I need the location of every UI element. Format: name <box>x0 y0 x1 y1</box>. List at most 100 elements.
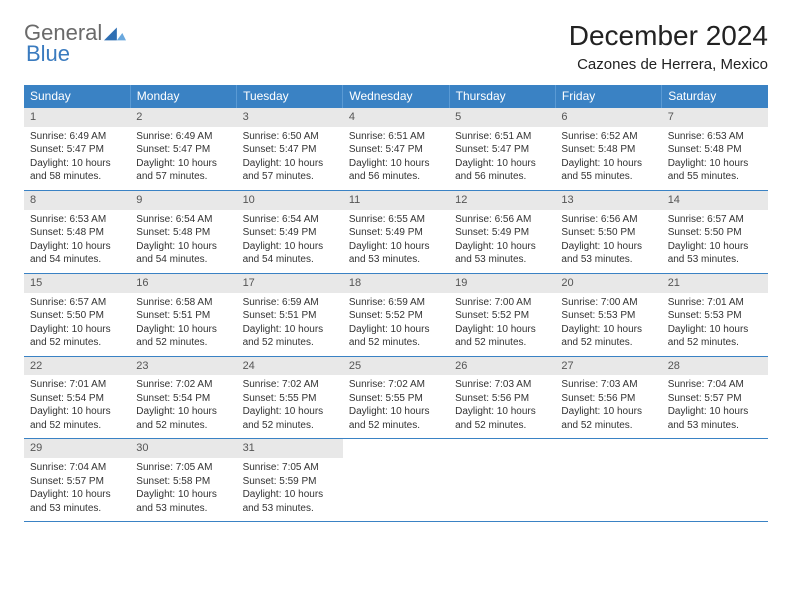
calendar-week-row: 1Sunrise: 6:49 AMSunset: 5:47 PMDaylight… <box>24 108 768 191</box>
weekday-header: Saturday <box>662 85 768 108</box>
sunset-line: Sunset: 5:52 PM <box>455 309 549 323</box>
sunrise-line: Sunrise: 6:56 AM <box>455 213 549 227</box>
sunrise-line: Sunrise: 7:04 AM <box>668 378 762 392</box>
day-details: Sunrise: 7:02 AMSunset: 5:55 PMDaylight:… <box>237 375 343 438</box>
sunrise-line: Sunrise: 7:05 AM <box>136 461 230 475</box>
sunrise-line: Sunrise: 7:03 AM <box>455 378 549 392</box>
calendar-day-cell: 30Sunrise: 7:05 AMSunset: 5:58 PMDayligh… <box>130 439 236 522</box>
calendar-day-cell: 13Sunrise: 6:56 AMSunset: 5:50 PMDayligh… <box>555 190 661 273</box>
brand-mark-icon <box>104 25 126 41</box>
day-details: Sunrise: 7:05 AMSunset: 5:58 PMDaylight:… <box>130 458 236 521</box>
sunrise-line: Sunrise: 6:52 AM <box>561 130 655 144</box>
calendar-day-cell: 17Sunrise: 6:59 AMSunset: 5:51 PMDayligh… <box>237 273 343 356</box>
daylight-line: Daylight: 10 hours and 52 minutes. <box>561 323 655 350</box>
calendar-day-cell: 15Sunrise: 6:57 AMSunset: 5:50 PMDayligh… <box>24 273 130 356</box>
sunset-line: Sunset: 5:56 PM <box>455 392 549 406</box>
day-number: 5 <box>449 108 555 127</box>
daylight-line: Daylight: 10 hours and 54 minutes. <box>30 240 124 267</box>
day-details: Sunrise: 6:56 AMSunset: 5:49 PMDaylight:… <box>449 210 555 273</box>
daylight-line: Daylight: 10 hours and 52 minutes. <box>243 323 337 350</box>
daylight-line: Daylight: 10 hours and 53 minutes. <box>455 240 549 267</box>
sunrise-line: Sunrise: 6:57 AM <box>668 213 762 227</box>
day-details: Sunrise: 6:50 AMSunset: 5:47 PMDaylight:… <box>237 127 343 190</box>
day-number: 1 <box>24 108 130 127</box>
day-number: 7 <box>662 108 768 127</box>
day-number: 24 <box>237 357 343 376</box>
daylight-line: Daylight: 10 hours and 52 minutes. <box>561 405 655 432</box>
day-number: 16 <box>130 274 236 293</box>
calendar-table: Sunday Monday Tuesday Wednesday Thursday… <box>24 85 768 522</box>
calendar-day-cell: 22Sunrise: 7:01 AMSunset: 5:54 PMDayligh… <box>24 356 130 439</box>
day-number: 11 <box>343 191 449 210</box>
daylight-line: Daylight: 10 hours and 55 minutes. <box>561 157 655 184</box>
day-number: 27 <box>555 357 661 376</box>
calendar-day-cell: 24Sunrise: 7:02 AMSunset: 5:55 PMDayligh… <box>237 356 343 439</box>
day-number: 2 <box>130 108 236 127</box>
calendar-day-cell: .. <box>449 439 555 522</box>
calendar-day-cell: 27Sunrise: 7:03 AMSunset: 5:56 PMDayligh… <box>555 356 661 439</box>
day-details: Sunrise: 6:57 AMSunset: 5:50 PMDaylight:… <box>662 210 768 273</box>
daylight-line: Daylight: 10 hours and 52 minutes. <box>668 323 762 350</box>
day-number: 19 <box>449 274 555 293</box>
daylight-line: Daylight: 10 hours and 53 minutes. <box>668 405 762 432</box>
day-number: 3 <box>237 108 343 127</box>
sunset-line: Sunset: 5:48 PM <box>561 143 655 157</box>
daylight-line: Daylight: 10 hours and 52 minutes. <box>349 405 443 432</box>
day-number: 20 <box>555 274 661 293</box>
day-details: Sunrise: 6:54 AMSunset: 5:49 PMDaylight:… <box>237 210 343 273</box>
day-number: 13 <box>555 191 661 210</box>
sunrise-line: Sunrise: 7:01 AM <box>30 378 124 392</box>
daylight-line: Daylight: 10 hours and 52 minutes. <box>349 323 443 350</box>
day-details: Sunrise: 6:58 AMSunset: 5:51 PMDaylight:… <box>130 293 236 356</box>
calendar-week-row: 22Sunrise: 7:01 AMSunset: 5:54 PMDayligh… <box>24 356 768 439</box>
day-details: Sunrise: 7:03 AMSunset: 5:56 PMDaylight:… <box>449 375 555 438</box>
sunrise-line: Sunrise: 6:56 AM <box>561 213 655 227</box>
calendar-day-cell: 7Sunrise: 6:53 AMSunset: 5:48 PMDaylight… <box>662 108 768 191</box>
calendar-day-cell: 8Sunrise: 6:53 AMSunset: 5:48 PMDaylight… <box>24 190 130 273</box>
sunset-line: Sunset: 5:48 PM <box>136 226 230 240</box>
day-details: Sunrise: 7:00 AMSunset: 5:52 PMDaylight:… <box>449 293 555 356</box>
sunrise-line: Sunrise: 7:02 AM <box>136 378 230 392</box>
sunset-line: Sunset: 5:47 PM <box>243 143 337 157</box>
day-details: Sunrise: 7:02 AMSunset: 5:55 PMDaylight:… <box>343 375 449 438</box>
daylight-line: Daylight: 10 hours and 52 minutes. <box>243 405 337 432</box>
calendar-day-cell: 11Sunrise: 6:55 AMSunset: 5:49 PMDayligh… <box>343 190 449 273</box>
daylight-line: Daylight: 10 hours and 52 minutes. <box>136 323 230 350</box>
sunset-line: Sunset: 5:53 PM <box>668 309 762 323</box>
daylight-line: Daylight: 10 hours and 53 minutes. <box>243 488 337 515</box>
sunset-line: Sunset: 5:54 PM <box>30 392 124 406</box>
sunrise-line: Sunrise: 6:51 AM <box>349 130 443 144</box>
calendar-day-cell: 21Sunrise: 7:01 AMSunset: 5:53 PMDayligh… <box>662 273 768 356</box>
sunrise-line: Sunrise: 6:55 AM <box>349 213 443 227</box>
day-number: 25 <box>343 357 449 376</box>
day-number: 10 <box>237 191 343 210</box>
daylight-line: Daylight: 10 hours and 58 minutes. <box>30 157 124 184</box>
day-number: 4 <box>343 108 449 127</box>
day-number: 9 <box>130 191 236 210</box>
day-details: Sunrise: 7:05 AMSunset: 5:59 PMDaylight:… <box>237 458 343 521</box>
day-details: Sunrise: 6:59 AMSunset: 5:52 PMDaylight:… <box>343 293 449 356</box>
month-title: December 2024 <box>569 20 768 52</box>
day-number: 15 <box>24 274 130 293</box>
sunset-line: Sunset: 5:47 PM <box>455 143 549 157</box>
sunrise-line: Sunrise: 6:59 AM <box>243 296 337 310</box>
sunset-line: Sunset: 5:49 PM <box>455 226 549 240</box>
calendar-week-row: 29Sunrise: 7:04 AMSunset: 5:57 PMDayligh… <box>24 439 768 522</box>
daylight-line: Daylight: 10 hours and 57 minutes. <box>136 157 230 184</box>
day-number: 23 <box>130 357 236 376</box>
weekday-header: Thursday <box>449 85 555 108</box>
daylight-line: Daylight: 10 hours and 56 minutes. <box>349 157 443 184</box>
sunset-line: Sunset: 5:53 PM <box>561 309 655 323</box>
daylight-line: Daylight: 10 hours and 53 minutes. <box>349 240 443 267</box>
sunset-line: Sunset: 5:48 PM <box>30 226 124 240</box>
sunrise-line: Sunrise: 7:01 AM <box>668 296 762 310</box>
day-details: Sunrise: 6:49 AMSunset: 5:47 PMDaylight:… <box>130 127 236 190</box>
day-details: Sunrise: 6:51 AMSunset: 5:47 PMDaylight:… <box>449 127 555 190</box>
sunrise-line: Sunrise: 6:49 AM <box>30 130 124 144</box>
weekday-header: Wednesday <box>343 85 449 108</box>
brand-word-2: Blue <box>26 41 70 66</box>
day-details: Sunrise: 6:51 AMSunset: 5:47 PMDaylight:… <box>343 127 449 190</box>
day-details: Sunrise: 7:00 AMSunset: 5:53 PMDaylight:… <box>555 293 661 356</box>
sunset-line: Sunset: 5:47 PM <box>136 143 230 157</box>
sunset-line: Sunset: 5:51 PM <box>136 309 230 323</box>
